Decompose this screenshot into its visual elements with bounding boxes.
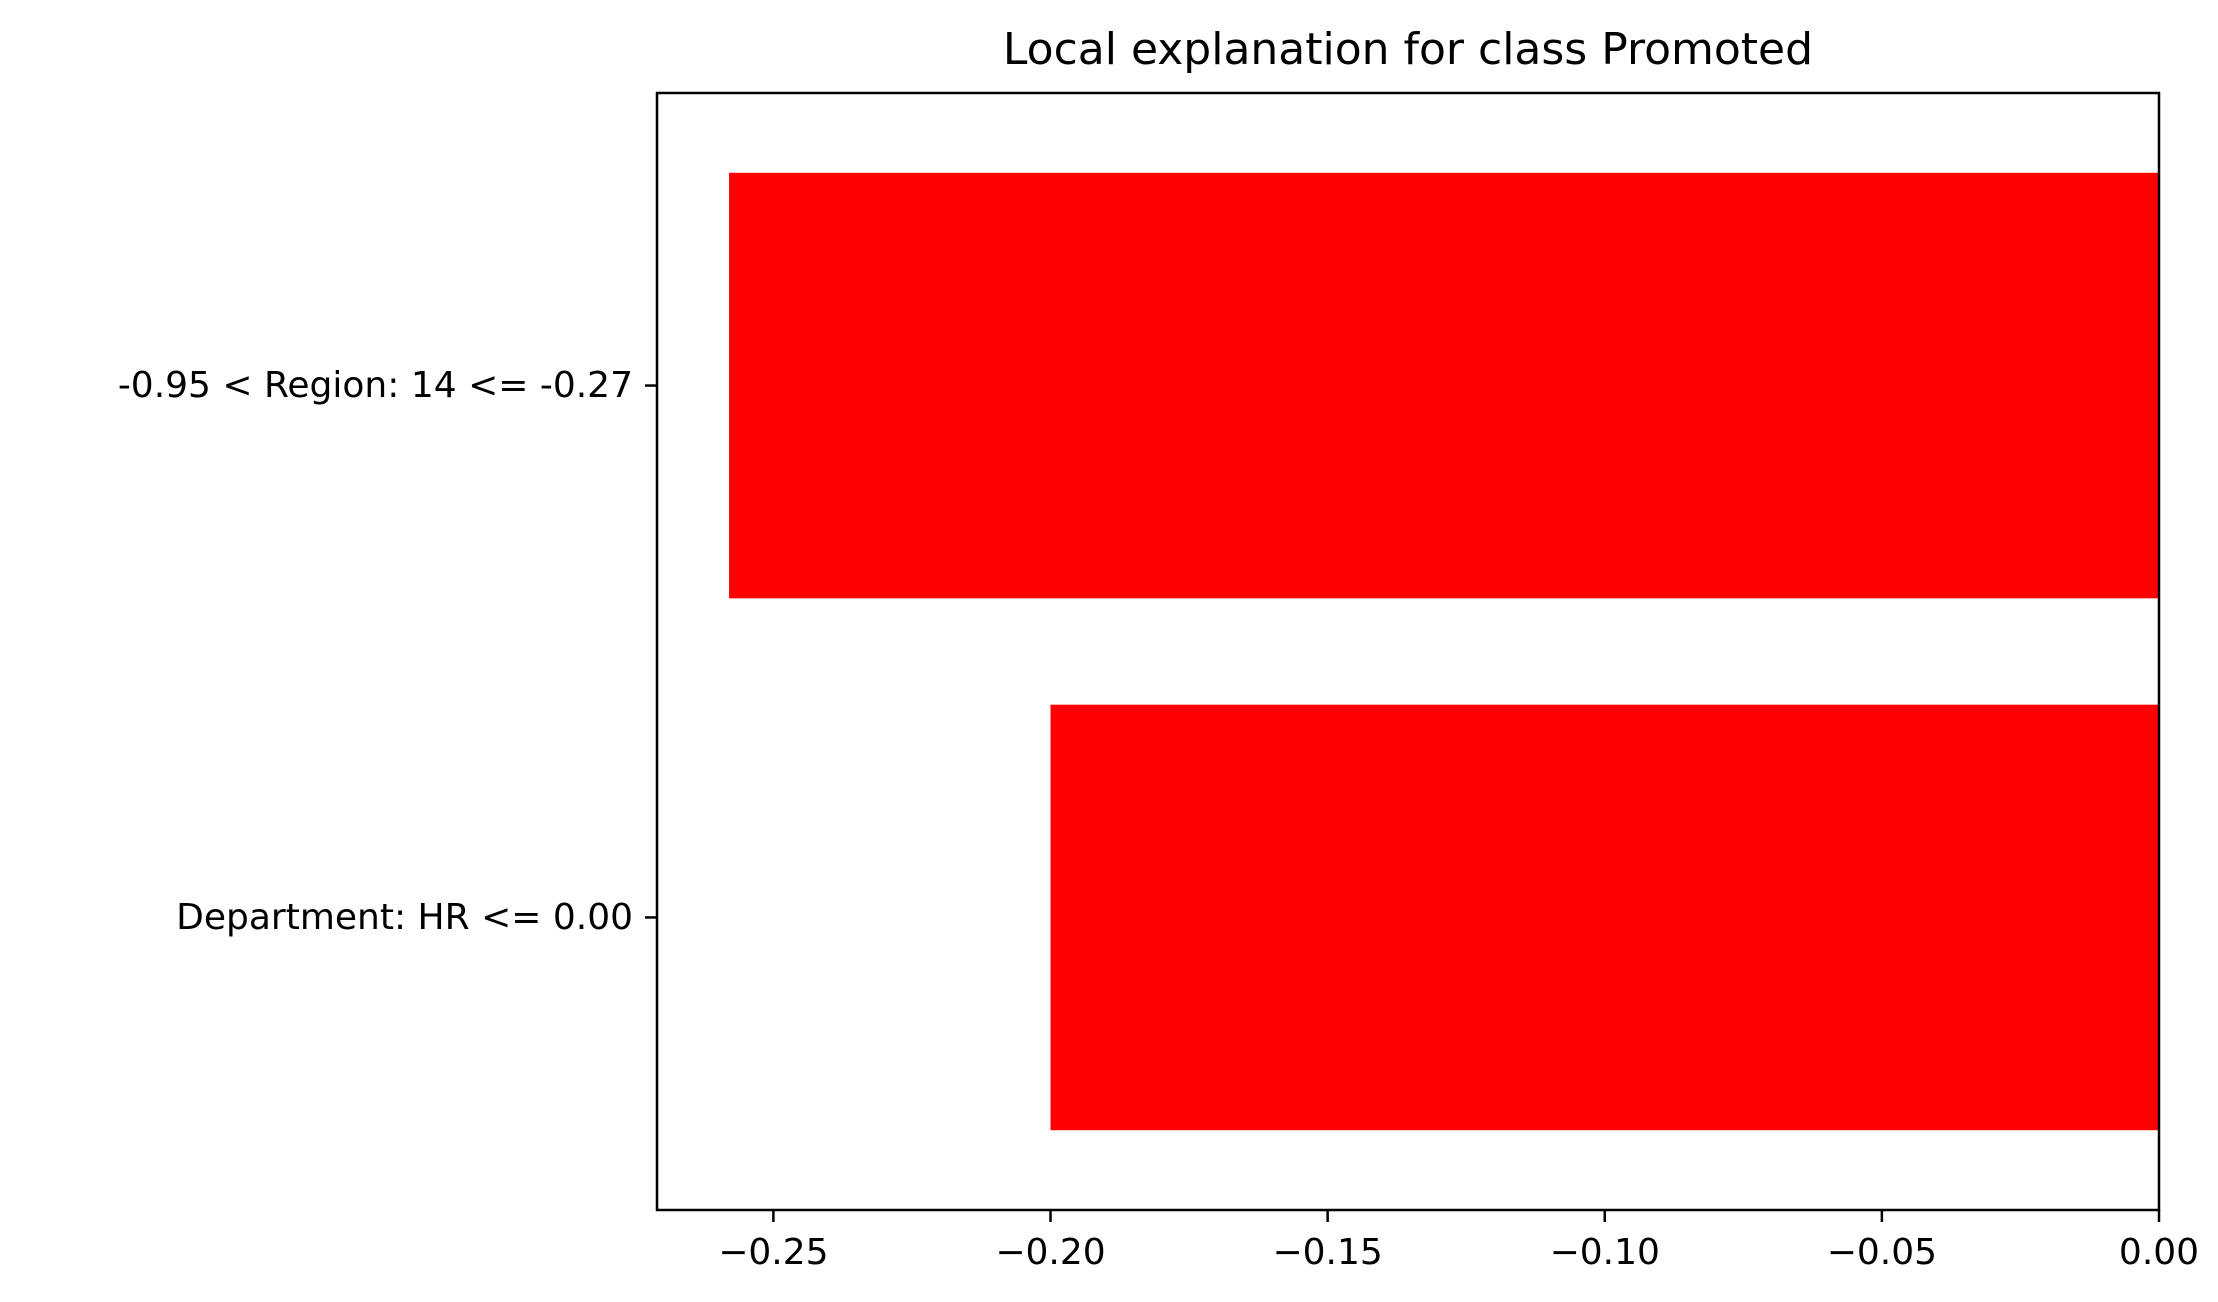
bars-group bbox=[729, 172, 2159, 1131]
x-tick-label: −0.05 bbox=[1827, 1232, 1937, 1273]
y-tick-label: Department: HR <= 0.00 bbox=[176, 897, 633, 938]
chart-title: Local explanation for class Promoted bbox=[1003, 24, 1813, 75]
x-tick-label: −0.15 bbox=[1272, 1232, 1382, 1273]
bar bbox=[729, 172, 2159, 599]
y-axis: -0.95 < Region: 14 <= -0.27 Department: H… bbox=[118, 365, 657, 938]
x-tick-label: −0.10 bbox=[1550, 1232, 1660, 1273]
y-tick-label: -0.95 < Region: 14 <= -0.27 bbox=[118, 365, 633, 406]
bar bbox=[1050, 704, 2159, 1131]
plot-frame bbox=[655, 91, 2161, 1212]
x-tick-label: 0.00 bbox=[2119, 1232, 2199, 1273]
x-axis: −0.25 −0.20 −0.15 −0.10 −0.05 0.00 bbox=[718, 1210, 2199, 1273]
x-tick-label: −0.20 bbox=[995, 1232, 1105, 1273]
x-tick-label: −0.25 bbox=[718, 1232, 828, 1273]
